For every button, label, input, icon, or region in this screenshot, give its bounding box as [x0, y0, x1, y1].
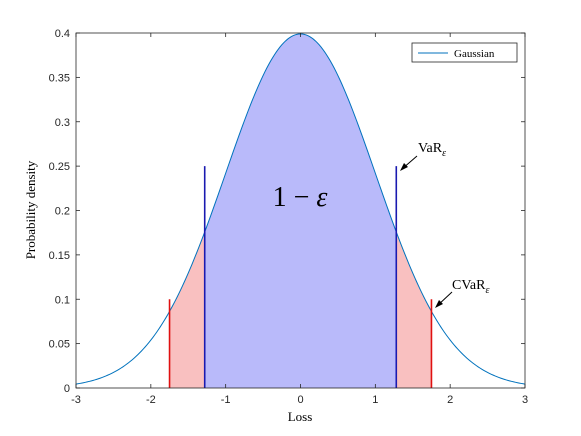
var-arrow	[400, 155, 418, 171]
y-tick-label: 0.2	[55, 206, 70, 218]
shaded-region-0	[204, 33, 397, 388]
y-tick-label: 0.1	[55, 294, 70, 306]
shaded-region-1	[169, 231, 205, 388]
cvar-annotation-subscript: ε	[485, 285, 489, 296]
center-annotation-base: 1 −	[273, 182, 317, 213]
cvar-annotation: CVaRε	[452, 278, 489, 296]
center-annotation: 1 − ε	[273, 182, 328, 213]
y-tick-label: 0.4	[55, 28, 70, 40]
shaded-regions	[169, 33, 432, 388]
y-tick-label: 0.15	[49, 250, 70, 262]
cvar-arrow	[435, 291, 453, 308]
legend: Gaussian	[411, 42, 518, 63]
y-tick-label: 0	[64, 383, 70, 395]
var-annotation: VaRε	[418, 141, 446, 159]
x-axis-label: Loss	[288, 409, 313, 424]
x-tick-label: 3	[522, 394, 528, 406]
legend-label-gaussian: Gaussian	[454, 48, 495, 60]
y-tick-label: 0.25	[49, 161, 70, 173]
y-axis-label: Probability density	[23, 160, 38, 259]
var-annotation-subscript: ε	[442, 148, 446, 159]
y-tick-label: 0.3	[55, 117, 70, 129]
x-tick-label: -1	[221, 394, 231, 406]
x-tick-label: -2	[146, 394, 156, 406]
x-tick-label: 2	[447, 394, 453, 406]
x-tick-label: 0	[297, 394, 303, 406]
x-axis-ticks: -3 -2 -1 0 1 2 3	[71, 33, 528, 406]
var-annotation-base: VaR	[418, 141, 443, 156]
legend-box	[411, 42, 518, 63]
y-axis-ticks: 0 0.05 0.1 0.15 0.2 0.25 0.3 0.35 0.4	[49, 28, 525, 395]
y-tick-label: 0.35	[49, 72, 70, 84]
x-tick-label: -3	[71, 394, 81, 406]
x-tick-label: 1	[372, 394, 378, 406]
quantile-lines	[168, 166, 433, 388]
shaded-region-2	[396, 231, 432, 388]
center-annotation-epsilon: ε	[316, 182, 327, 213]
y-tick-label: 0.05	[49, 339, 70, 351]
cvar-annotation-base: CVaR	[452, 278, 486, 293]
